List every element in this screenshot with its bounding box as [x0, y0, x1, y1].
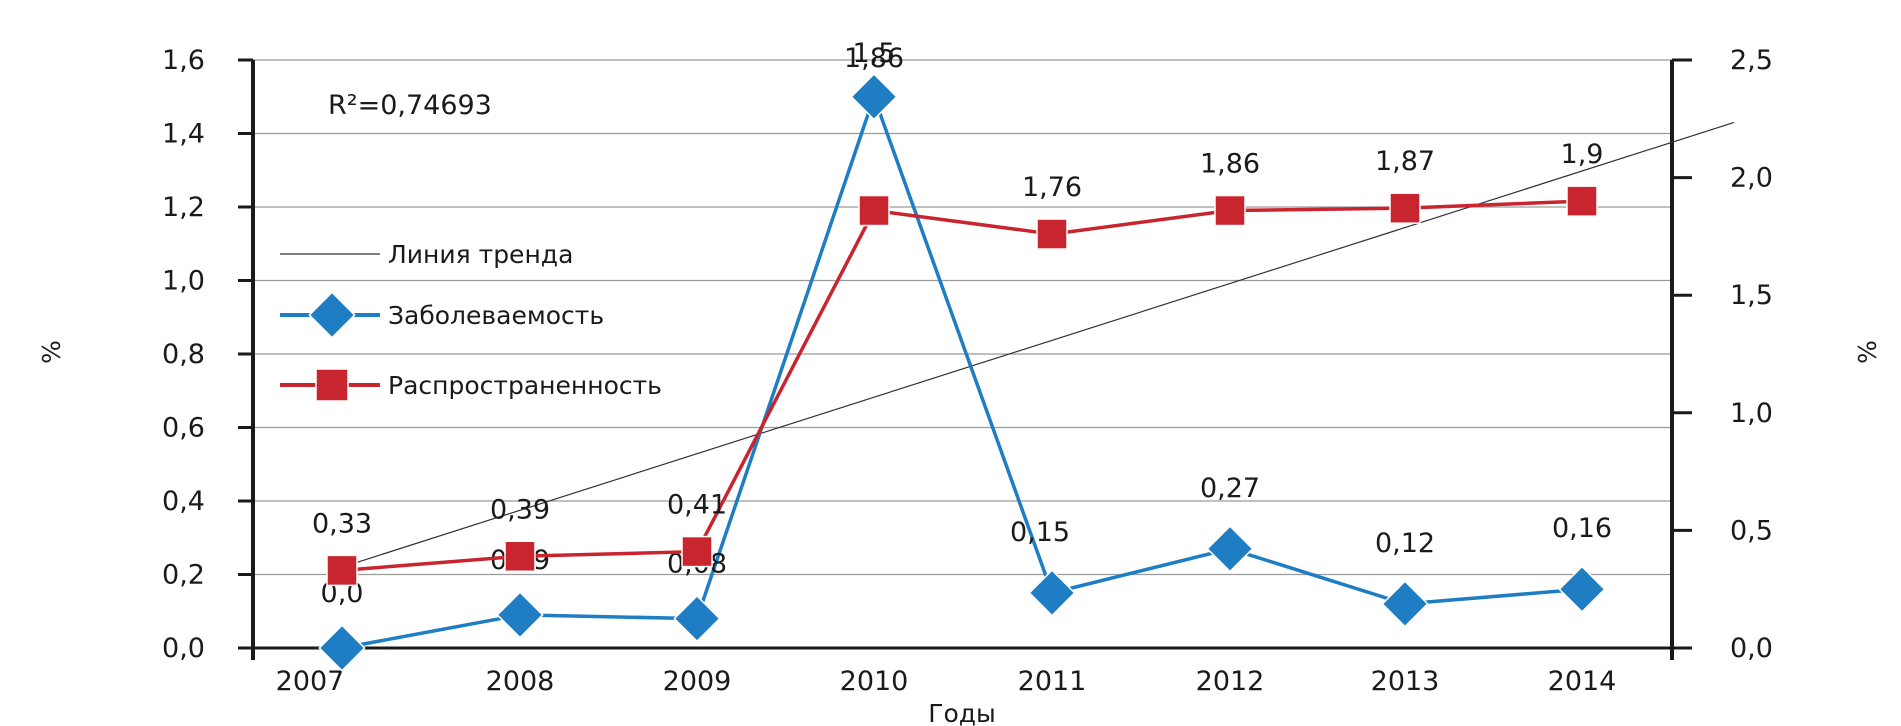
- legend-prevalence-square: [315, 368, 349, 402]
- incidence-marker: [1558, 565, 1606, 613]
- legend-incidence-label: Заболеваемость: [388, 301, 604, 330]
- left-tick-label: 1,6: [162, 45, 205, 76]
- x-tick-label: 2010: [840, 666, 909, 697]
- incidence-line: [341, 91, 1583, 650]
- left-tick-label: 0,8: [162, 339, 205, 370]
- x-tick-label: 2009: [663, 666, 732, 697]
- right-tick-label: 1,5: [1730, 280, 1773, 311]
- prevalence-marker: [681, 535, 713, 568]
- left-tick-label: 0,2: [162, 560, 205, 591]
- left-tick-label: 0,6: [162, 413, 205, 444]
- x-tick-label: 2012: [1196, 666, 1265, 697]
- x-tick-label: 2011: [1018, 666, 1087, 697]
- x-tick-label: 2013: [1371, 666, 1440, 697]
- legend-prevalence-label: Распространенность: [388, 371, 662, 400]
- r-squared-label: R²=0,74693: [328, 90, 492, 121]
- trendline: [341, 121, 1735, 568]
- right-tick-label: 0,0: [1730, 633, 1773, 664]
- prevalence-data-label: 1,9: [1561, 139, 1604, 170]
- x-axis-title: Годы: [928, 699, 996, 726]
- x-axis-ticks: 2007 2008 2009 2010 2011 2012 2013 2014: [276, 666, 1617, 697]
- incidence-marker: [1206, 525, 1254, 573]
- right-tick-label: 2,0: [1730, 163, 1773, 194]
- incidence-marker: [850, 73, 898, 121]
- prevalence-marker: [326, 554, 358, 587]
- prevalence-marker: [1389, 192, 1421, 224]
- right-tick-label: 2,5: [1730, 45, 1773, 76]
- x-tick-label: 2014: [1548, 666, 1617, 697]
- incidence-data-label: 0,16: [1552, 513, 1612, 544]
- prevalence-line: [341, 199, 1583, 573]
- prevalence-data-label: 1,87: [1375, 146, 1435, 177]
- legend-trend-label: Линия тренда: [388, 240, 573, 269]
- prevalence-data-label: 0,33: [312, 508, 372, 539]
- right-axis-ticks: 0,0 0,5 1,0 1,5 2,0 2,5: [1672, 45, 1773, 664]
- prevalence-marker: [1036, 218, 1068, 250]
- x-tick-label: 2008: [486, 666, 555, 697]
- series-prevalence: 0,33 0,39 0,41 1,86 1,76 1,86 1,87 1,9: [312, 43, 1604, 587]
- left-tick-label: 1,0: [162, 266, 205, 297]
- left-tick-label: 0,0: [162, 633, 205, 664]
- prevalence-data-label: 1,86: [844, 43, 904, 74]
- left-tick-label: 0,4: [162, 486, 205, 517]
- prevalence-data-label: 1,86: [1200, 149, 1260, 180]
- incidence-data-label: 0,27: [1200, 473, 1260, 504]
- right-tick-label: 0,5: [1730, 515, 1773, 546]
- incidence-data-label: 0,12: [1375, 528, 1435, 559]
- prevalence-marker: [504, 540, 536, 573]
- prevalence-marker: [858, 194, 890, 227]
- prevalence-marker: [1566, 185, 1598, 217]
- incidence-marker: [1028, 569, 1076, 617]
- x-tick-label: 2007: [276, 666, 345, 697]
- incidence-marker: [318, 624, 366, 672]
- gridlines: [253, 59, 1672, 576]
- left-tick-label: 1,2: [162, 192, 205, 223]
- prevalence-data-label: 0,39: [490, 494, 550, 525]
- left-axis-ticks: 0,0 0,2 0,4 0,6 0,8 1,0 1,2 1,4 1,6: [162, 45, 253, 664]
- prevalence-data-label: 0,41: [667, 490, 727, 521]
- legend: Линия тренда Заболеваемость Распростране…: [280, 240, 662, 402]
- incidence-marker: [496, 591, 544, 639]
- incidence-marker: [673, 594, 721, 643]
- right-tick-label: 1,0: [1730, 398, 1773, 429]
- right-axis-title: %: [1853, 340, 1882, 364]
- left-axis-title: %: [37, 340, 66, 364]
- prevalence-marker: [1214, 194, 1246, 227]
- prevalence-data-label: 1,76: [1022, 172, 1082, 203]
- incidence-marker: [1381, 580, 1429, 628]
- legend-incidence-diamond: [308, 291, 356, 339]
- incidence-data-label: 1,5: [853, 38, 896, 69]
- left-tick-label: 1,4: [162, 119, 205, 150]
- incidence-data-label: 0,15: [1010, 517, 1070, 548]
